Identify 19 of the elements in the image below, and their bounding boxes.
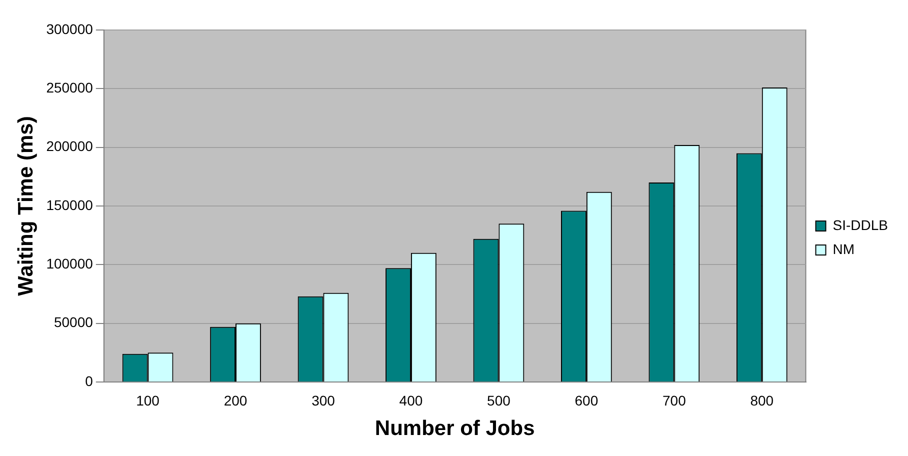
x-tick-label: 200 xyxy=(224,392,248,408)
x-tick-label: 800 xyxy=(750,392,774,408)
x-tick-label: 600 xyxy=(574,392,598,408)
x-tick-label: 100 xyxy=(136,392,160,408)
x-tick-label: 500 xyxy=(487,392,511,408)
legend-label: NM xyxy=(832,240,855,257)
x-tick-label: 700 xyxy=(662,392,686,408)
y-tick-label: 100000 xyxy=(46,256,94,272)
y-tick-label: 50000 xyxy=(54,314,94,330)
y-tick-label: 300000 xyxy=(46,20,94,37)
x-axis-title: Number of Jobs xyxy=(374,417,535,440)
x-tick-label: 400 xyxy=(399,392,423,408)
y-tick-label: 250000 xyxy=(46,80,94,96)
y-tick-label: 0 xyxy=(85,372,94,389)
x-tick-label: 300 xyxy=(312,392,336,408)
y-axis-title: Waiting Time (ms) xyxy=(14,116,38,296)
legend-label: SI-DDLB xyxy=(832,216,888,233)
y-tick-label: 200000 xyxy=(46,138,94,154)
y-tick-label: 150000 xyxy=(46,196,94,213)
